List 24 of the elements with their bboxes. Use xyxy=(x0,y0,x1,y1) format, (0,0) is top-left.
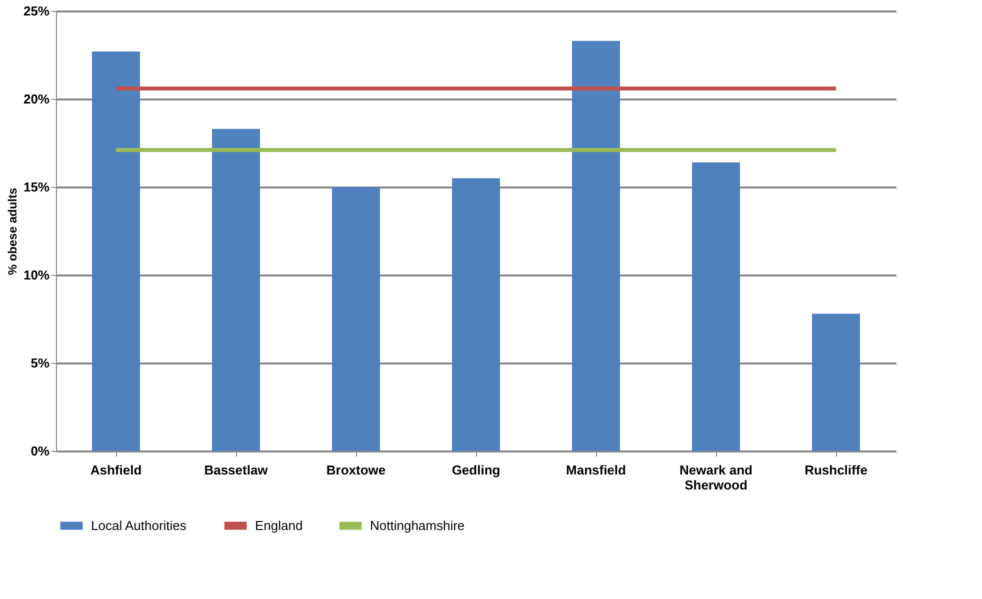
y-tick-label: 15% xyxy=(23,180,50,194)
x-tick-label: Rushcliffe xyxy=(804,462,868,478)
y-tick-label: 5% xyxy=(30,356,50,370)
bar xyxy=(92,51,140,451)
legend-label: Local Authorities xyxy=(91,518,187,533)
bar xyxy=(572,40,620,451)
y-axis-title: % obese adults xyxy=(5,187,20,276)
x-tick-label: Ashfield xyxy=(90,462,142,478)
x-tick-label: Mansfield xyxy=(566,462,626,478)
legend-label: Nottinghamshire xyxy=(370,518,465,533)
x-tick-label: Newark and Sherwood xyxy=(680,462,753,492)
bar xyxy=(452,178,500,451)
x-tick-label: Gedling xyxy=(452,462,500,478)
bar xyxy=(332,187,380,451)
legend-label: England xyxy=(255,518,303,533)
y-tick-label: 25% xyxy=(23,4,50,18)
y-tick-label: 0% xyxy=(30,444,50,458)
x-tick-label: Broxtowe xyxy=(326,462,386,478)
y-tick-label: 20% xyxy=(23,92,50,106)
y-tick-label: 10% xyxy=(23,268,50,282)
x-tick-label: Bassetlaw xyxy=(204,462,269,478)
bar xyxy=(692,162,740,451)
bar xyxy=(212,128,260,451)
bar xyxy=(812,314,860,451)
